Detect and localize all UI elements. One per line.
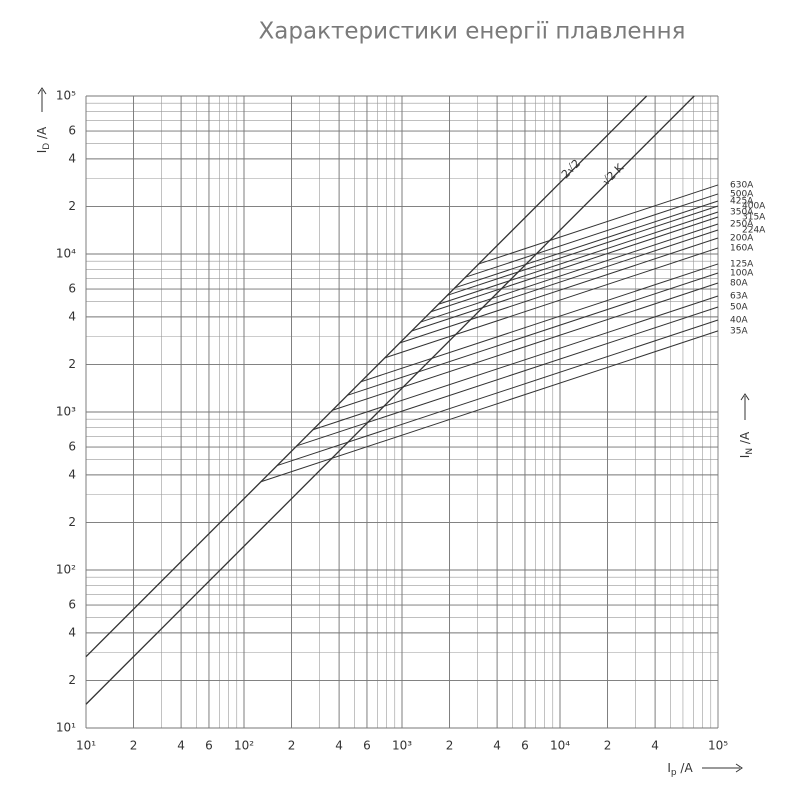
y-tick-label: 6 [68,598,76,612]
y-axis-label-symbol: I [35,150,49,154]
line [411,229,719,332]
line [296,306,719,447]
y-tick-label: 4 [68,151,76,165]
series-label: 400A [742,201,766,211]
line [85,95,648,658]
y2-axis-label-symbol: I [738,455,752,459]
series-label: 35A [730,326,748,336]
line [420,223,719,323]
series-label: 250A [730,219,754,229]
line [447,205,719,296]
chart-title: Характеристики енергії плавлення [259,19,686,45]
x-tick-label: 6 [205,739,213,753]
x-tick-label: 2 [288,739,296,753]
x-tick-label: 10³ [392,739,412,753]
series-label: 40A [730,316,748,326]
series-label: 100A [730,269,754,279]
series-label: 63A [730,292,748,302]
y-tick-label: 10⁴ [56,247,76,261]
y-tick-label: 6 [68,282,76,296]
series-label: 125A [730,259,754,269]
line [260,330,719,483]
y-axis-label-sub: D [42,143,52,150]
series-label: 160A [730,243,754,253]
y2-axis-label-unit: /A [738,431,752,448]
y-axis-label-unit: /A [35,126,49,143]
y-tick-label: 4 [68,625,76,639]
line [465,193,719,278]
series-label: 50A [730,302,748,312]
y2-axis-label: IN /A [738,431,755,458]
x-tick-label: 4 [651,739,659,753]
y-tick-label: 4 [68,467,76,481]
x-tick-label: 10⁴ [550,739,570,753]
line [312,295,719,431]
x-axis-label-symbol: I [667,761,671,775]
y-tick-label: 4 [68,309,76,323]
diagonal-label: √2 K [600,161,627,188]
y-tick-label: 6 [68,440,76,454]
x-axis-label: Ip /A [667,761,693,778]
y-arrow-head [37,87,47,95]
x-tick-label: 2 [446,739,454,753]
y-tick-label: 2 [68,673,76,687]
x-axis-label-unit: /A [677,761,694,775]
x-arrow-head [735,763,743,773]
x-axis-label-sub: p [671,768,677,778]
y-tick-label: 2 [68,515,76,529]
x-tick-label: 10¹ [76,739,96,753]
y-axis-label: ID /A [35,126,52,153]
series-label: 315A [742,213,766,223]
x-tick-label: 2 [130,739,138,753]
y-tick-label: 10³ [56,405,76,419]
line [276,319,719,467]
line [347,272,719,396]
y-tick-label: 2 [68,357,76,371]
series-label: 80A [730,279,748,289]
line [430,216,719,313]
line [438,211,719,305]
x-tick-label: 4 [177,739,185,753]
series-label: 224A [742,225,766,235]
y-tick-label: 10² [56,563,76,577]
y-tick-label: 10⁵ [56,89,76,103]
y2-arrow-head [740,393,750,401]
y-tick-label: 2 [68,199,76,213]
y-tick-label: 10¹ [56,721,76,735]
x-tick-label: 6 [521,739,529,753]
series-label: 500A [730,189,754,199]
line [454,200,719,289]
diagonal-label: 2√2 [559,157,583,181]
x-tick-label: 10⁵ [708,739,728,753]
y2-axis-label-sub: N [745,448,755,455]
x-tick-label: 10² [234,739,254,753]
line [384,247,719,359]
x-tick-label: 4 [493,739,501,753]
line [360,263,719,383]
series-label: 425A [730,196,754,206]
line [332,282,719,411]
series-label: 350A [730,207,754,217]
y-tick-label: 6 [68,124,76,138]
x-tick-label: 4 [335,739,343,753]
series-label: 630A [730,180,754,190]
line [478,184,719,265]
x-tick-label: 6 [363,739,371,753]
line [399,237,719,344]
series-label: 200A [730,233,754,243]
x-tick-label: 2 [604,739,612,753]
line [85,95,695,705]
